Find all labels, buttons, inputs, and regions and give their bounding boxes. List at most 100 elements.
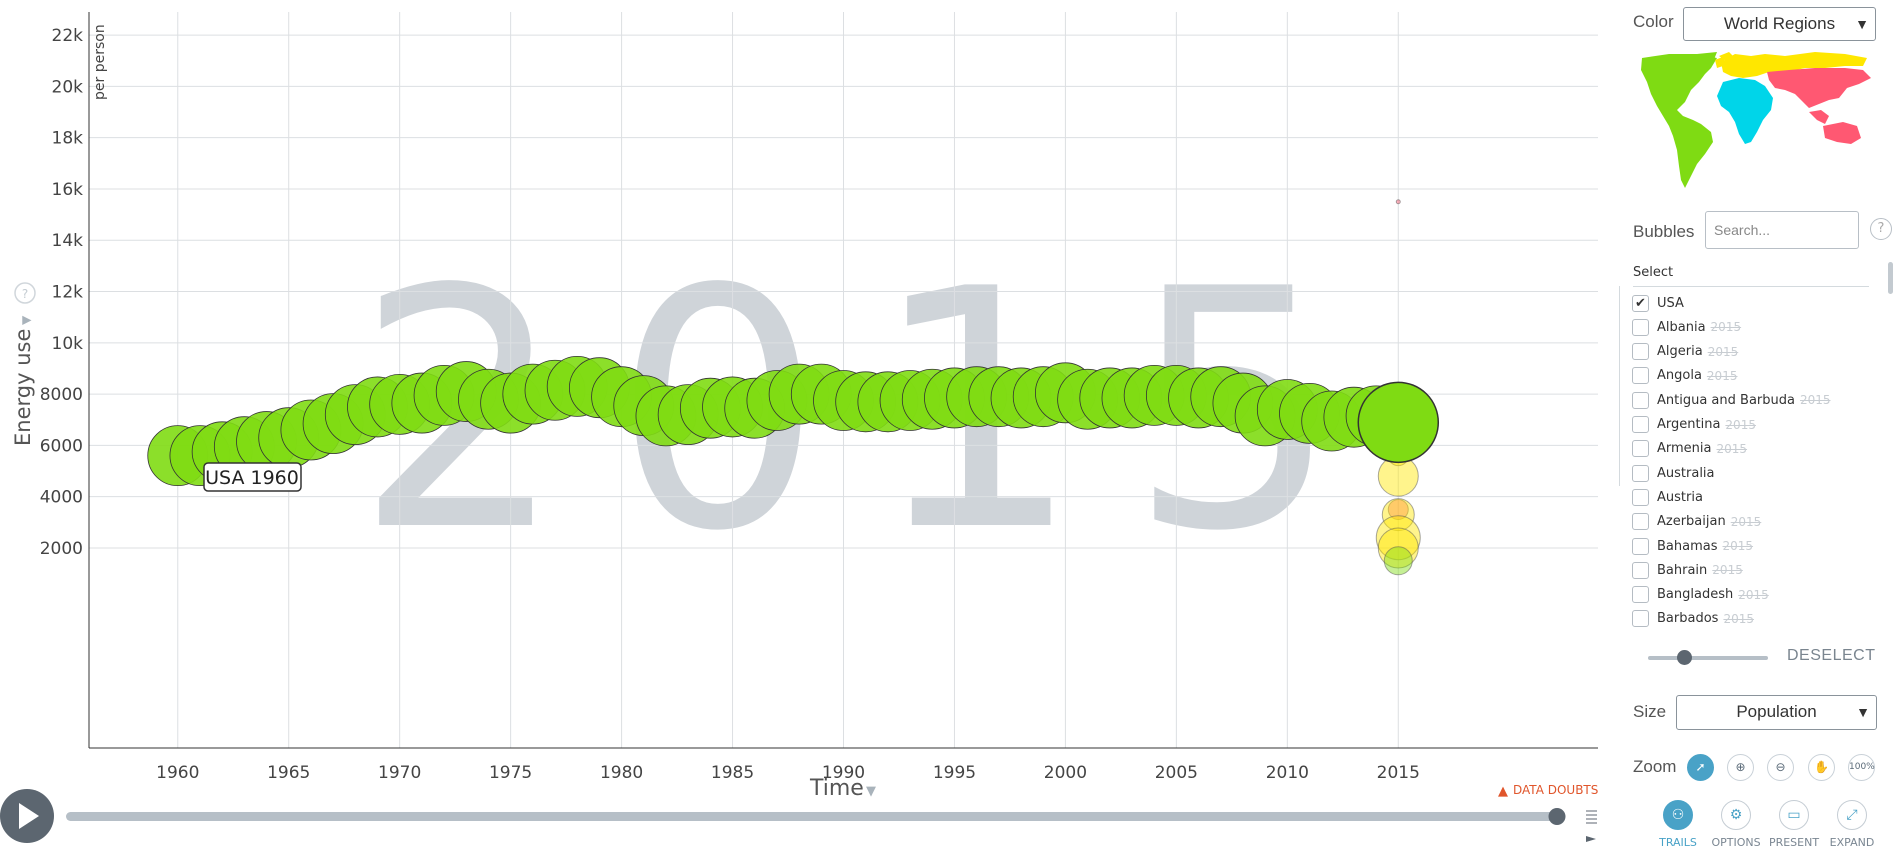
country-year: 2015 <box>1722 539 1754 553</box>
bubbles-label: Bubbles <box>1633 222 1695 241</box>
checkbox[interactable] <box>1632 586 1649 604</box>
pointer-icon[interactable]: ➚ <box>1687 754 1714 781</box>
trail-label-box[interactable]: USA 1960 <box>203 462 302 492</box>
x-tick-label: 1990 <box>822 763 865 783</box>
expand-button[interactable]: ⤢ EXPAND <box>1824 800 1880 849</box>
checkbox[interactable] <box>1632 561 1649 579</box>
y-axis-label[interactable]: Energy use <box>11 329 35 446</box>
checkbox[interactable] <box>1632 318 1649 336</box>
x-tick-label: 2010 <box>1266 763 1309 783</box>
y-axis-dropdown-icon[interactable]: ▼ <box>19 315 33 325</box>
opacity-slider-handle[interactable] <box>1677 650 1692 665</box>
checkbox[interactable] <box>1632 440 1649 458</box>
x-tick-label: 1975 <box>489 763 532 783</box>
list-item[interactable]: Bahrain 2015 <box>1632 559 1743 581</box>
list-item[interactable]: Antigua and Barbuda 2015 <box>1632 389 1831 411</box>
deselect-button[interactable]: DESELECT <box>1787 647 1876 664</box>
y-tick-label: 6000 <box>40 436 83 456</box>
checkbox[interactable] <box>1632 513 1649 531</box>
country-name: Albania <box>1657 319 1706 335</box>
zoom-out-icon[interactable]: ⊖ <box>1767 754 1794 781</box>
checkbox[interactable] <box>1632 416 1649 433</box>
list-item[interactable]: Angola 2015 <box>1632 365 1737 387</box>
list-item[interactable]: ✔ USA <box>1632 292 1684 314</box>
checkbox[interactable] <box>1632 488 1649 506</box>
y-tick-label: 12k <box>52 283 84 303</box>
x-tick-label: 1995 <box>933 763 976 783</box>
asia-region <box>1767 68 1871 108</box>
x-axis-dropdown-icon[interactable]: ▼ <box>866 784 876 799</box>
y-tick-label: 16k <box>52 180 84 200</box>
country-name: Antigua and Barbuda <box>1657 392 1795 408</box>
checkbox[interactable] <box>1632 610 1649 628</box>
warning-icon: ▲ <box>1498 784 1508 799</box>
hand-icon[interactable]: ✋ <box>1808 754 1835 781</box>
oceania-region <box>1823 122 1861 144</box>
list-item[interactable]: Argentina 2015 <box>1632 414 1756 436</box>
usa-trail[interactable] <box>147 356 1440 487</box>
x-tick-label: 1970 <box>378 763 421 783</box>
country-list: ✔ USA Albania 2015 Algeria 2015 Angola 2015 Anti… <box>1614 292 1864 630</box>
y-axis-help-icon[interactable] <box>14 282 36 304</box>
list-item[interactable]: Austria <box>1632 486 1703 508</box>
y-tick-label: 8000 <box>40 385 83 405</box>
x-axis-label[interactable]: Time <box>809 776 864 801</box>
country-bubble[interactable] <box>1387 499 1409 521</box>
checkbox[interactable] <box>1632 537 1649 555</box>
list-item[interactable]: Australia <box>1632 462 1715 484</box>
checkbox[interactable] <box>1632 343 1649 361</box>
list-item[interactable]: Barbados 2015 <box>1632 608 1754 630</box>
list-item[interactable]: Armenia 2015 <box>1632 438 1747 460</box>
x-tick-label: 1960 <box>156 763 199 783</box>
country-name: Azerbaijan <box>1657 514 1726 530</box>
america-region <box>1641 54 1717 188</box>
checkbox[interactable] <box>1632 391 1649 409</box>
list-scrollbar[interactable] <box>1888 262 1893 294</box>
country-name: USA <box>1657 295 1684 311</box>
europe-region-west <box>1715 56 1725 68</box>
world-regions-map[interactable] <box>1639 50 1877 190</box>
color-dropdown[interactable]: World Regions ▼ <box>1683 7 1876 41</box>
checkbox[interactable]: ✔ <box>1632 294 1649 312</box>
country-bubble[interactable] <box>1375 515 1421 561</box>
checkbox[interactable] <box>1632 464 1649 482</box>
country-bubble[interactable] <box>1383 546 1413 576</box>
y-ticks: 2000 4000 6000 8000 10k 12k 14k 16k 18k 20k 22k <box>40 26 83 559</box>
list-item[interactable]: Bahamas 2015 <box>1632 535 1753 557</box>
timeline-track[interactable] <box>66 812 1561 821</box>
country-year: 2015 <box>1710 320 1742 335</box>
play-icon <box>19 803 39 829</box>
y-tick-label: 10k <box>52 334 84 354</box>
trails-button[interactable]: ⚇ TRAILS <box>1650 800 1706 849</box>
country-year: 2015 <box>1725 417 1756 432</box>
country-name: Barbados <box>1657 611 1719 627</box>
country-bubble[interactable] <box>1395 199 1401 205</box>
search-input[interactable] <box>1705 211 1859 249</box>
usa-bubble[interactable] <box>1357 381 1440 464</box>
checkbox[interactable] <box>1632 367 1649 385</box>
y-axis-help-mark: ? <box>22 287 28 301</box>
x-ticks: 1960 1965 1970 1975 1980 1985 1990 1995 2000 2005… <box>156 763 1420 783</box>
zoom-100-button[interactable]: 100% <box>1848 754 1875 781</box>
timeline-handle[interactable] <box>1548 808 1566 825</box>
country-name: Bahamas <box>1657 538 1718 554</box>
data-doubts-link[interactable]: DATA DOUBTS <box>1513 783 1598 797</box>
opacity-slider[interactable] <box>1648 656 1768 660</box>
list-item[interactable]: Azerbaijan 2015 <box>1632 511 1761 533</box>
options-button[interactable]: ⚙ OPTIONS <box>1708 800 1764 849</box>
country-year: 2015 <box>1706 368 1738 383</box>
list-item[interactable]: Bangladesh 2015 <box>1632 584 1769 606</box>
help-icon[interactable]: ? <box>1870 218 1892 240</box>
country-bubble[interactable] <box>1377 527 1419 569</box>
country-name: Argentina <box>1657 417 1721 432</box>
present-button[interactable]: ▭ PRESENT <box>1766 800 1822 849</box>
speed-icon[interactable] <box>1586 810 1597 824</box>
zoom-in-icon[interactable]: ⊕ <box>1727 754 1754 781</box>
list-item[interactable]: Albania 2015 <box>1632 316 1741 338</box>
greenland-region <box>1719 52 1735 62</box>
list-item[interactable]: Algeria 2015 <box>1632 341 1738 363</box>
forward-icon[interactable] <box>1586 836 1596 842</box>
country-year: 2015 <box>1716 441 1748 456</box>
size-dropdown[interactable]: Population ▼ <box>1676 695 1877 730</box>
country-bubble[interactable] <box>1381 498 1415 532</box>
